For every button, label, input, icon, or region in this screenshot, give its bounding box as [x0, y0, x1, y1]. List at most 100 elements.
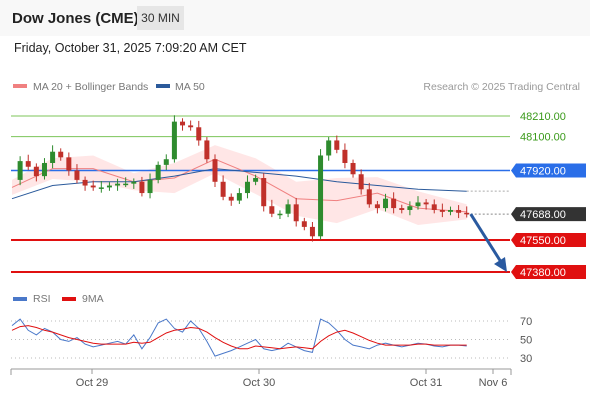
- candle-body: [293, 204, 299, 222]
- price-level-labels: 48210.00 48100.00 47920.00 47688.00 47550.00…: [511, 111, 586, 279]
- ma20-line: [11, 158, 467, 213]
- candle-body: [301, 221, 307, 227]
- x-tick-label-2: Oct 31: [410, 377, 442, 389]
- rsi-legend-swatch: [13, 297, 27, 301]
- candle-body: [171, 121, 177, 160]
- candle-body: [155, 164, 161, 180]
- level-label-47550.00: 47550.00: [520, 235, 566, 247]
- rsi-tick-70: 70: [520, 316, 532, 328]
- candle-body: [196, 127, 202, 141]
- candle-body: [415, 202, 421, 207]
- candle-body: [188, 125, 194, 128]
- ma20-legend-swatch: [13, 84, 27, 88]
- candle-body: [391, 198, 397, 209]
- candle-body: [82, 179, 88, 186]
- candle-body: [309, 226, 315, 237]
- candle-body: [383, 198, 389, 209]
- candle-body: [358, 174, 364, 190]
- rsi-tick-50: 50: [520, 335, 532, 347]
- level-tag-47688.00: [511, 207, 586, 222]
- rsi-legend-label: RSI: [33, 293, 51, 305]
- candle-body: [228, 196, 234, 201]
- level-label-48210.00: 48210.00: [520, 111, 566, 123]
- candlesticks: [17, 115, 470, 242]
- chart-header: Dow Jones (CME) 30 MIN: [0, 0, 590, 36]
- level-label-48100.00: 48100.00: [520, 132, 566, 144]
- candle-body: [407, 206, 413, 210]
- candle-body: [447, 209, 453, 212]
- candle-body: [342, 149, 348, 163]
- candle-body: [25, 161, 31, 167]
- candle-body: [106, 185, 112, 188]
- rsi-line: [11, 318, 467, 357]
- candle-body: [220, 181, 226, 197]
- rsi-ma-line: [11, 325, 467, 350]
- candle-body: [50, 151, 56, 163]
- candle-body: [464, 212, 470, 215]
- x-axis-ticks: Oct 29 Oct 30 Oct 31 Nov 6: [76, 369, 508, 389]
- x-tick-label-0: Oct 29: [76, 377, 108, 389]
- ma50-legend-label: MA 50: [175, 81, 205, 93]
- rsi-tick-30: 30: [520, 353, 532, 365]
- forecast-arrow-shaft: [469, 213, 503, 263]
- price-levels: [11, 115, 510, 273]
- bollinger-bands: [12, 145, 467, 225]
- bollinger-band-area: [12, 145, 467, 225]
- level-tag-47380.00: [511, 265, 586, 279]
- candle-body: [456, 209, 462, 213]
- candle-body: [115, 183, 121, 186]
- candle-body: [244, 181, 250, 194]
- candle-body: [334, 140, 340, 150]
- candle-body: [66, 157, 72, 171]
- candle-body: [423, 202, 429, 205]
- candle-body: [285, 204, 291, 214]
- instrument-title: Dow Jones (CME): [12, 10, 139, 27]
- candle-body: [277, 213, 283, 216]
- candle-body: [374, 204, 380, 209]
- candle-body: [399, 208, 405, 210]
- level-label-47920.00: 47920.00: [520, 166, 566, 178]
- candle-body: [33, 166, 39, 177]
- candle-body: [269, 206, 275, 214]
- rsi-ma-legend-label: 9MA: [82, 293, 104, 305]
- level-label-47380.00: 47380.00: [520, 267, 566, 279]
- x-tick-label-1: Oct 30: [243, 377, 275, 389]
- forecast-arrow: [469, 213, 507, 272]
- chart-datetime: Friday, October 31, 2025 7:09:20 AM CET: [14, 41, 247, 55]
- candle-body: [98, 187, 104, 189]
- candle-body: [318, 155, 324, 237]
- level-tag-47550.00: [511, 233, 586, 248]
- rsi-grid: 70 50 30: [11, 316, 532, 365]
- forecast-arrow-head: [494, 257, 507, 272]
- candle-body: [350, 162, 356, 175]
- candle-body: [439, 209, 445, 212]
- candle-body: [139, 181, 145, 194]
- candle-body: [123, 183, 129, 186]
- candle-body: [261, 178, 267, 207]
- candle-body: [431, 204, 437, 210]
- candle-body: [17, 161, 23, 180]
- level-tag-47920.00: [511, 163, 586, 178]
- rsi-ma-legend-swatch: [62, 297, 76, 301]
- candle-body: [90, 185, 96, 188]
- timeframe-badge[interactable]: 30 MIN: [137, 6, 184, 30]
- candle-body: [58, 151, 64, 158]
- candle-body: [212, 159, 218, 182]
- level-label-47688.00: 47688.00: [520, 209, 566, 221]
- rsi-lines: [11, 318, 467, 357]
- candle-body: [180, 121, 186, 126]
- candle-body: [236, 193, 242, 201]
- ma50-legend-swatch: [156, 84, 170, 88]
- candle-body: [147, 179, 153, 194]
- candle-body: [253, 178, 259, 182]
- candle-body: [163, 159, 169, 165]
- candle-body: [74, 170, 80, 180]
- ma20-legend-label: MA 20 + Bollinger Bands: [33, 81, 148, 93]
- candle-body: [204, 140, 210, 160]
- candle-body: [131, 181, 137, 184]
- credit-text: Research © 2025 Trading Central: [423, 81, 580, 93]
- candle-body: [326, 140, 332, 156]
- x-tick-label-3: Nov 6: [479, 377, 508, 389]
- candle-body: [41, 162, 47, 177]
